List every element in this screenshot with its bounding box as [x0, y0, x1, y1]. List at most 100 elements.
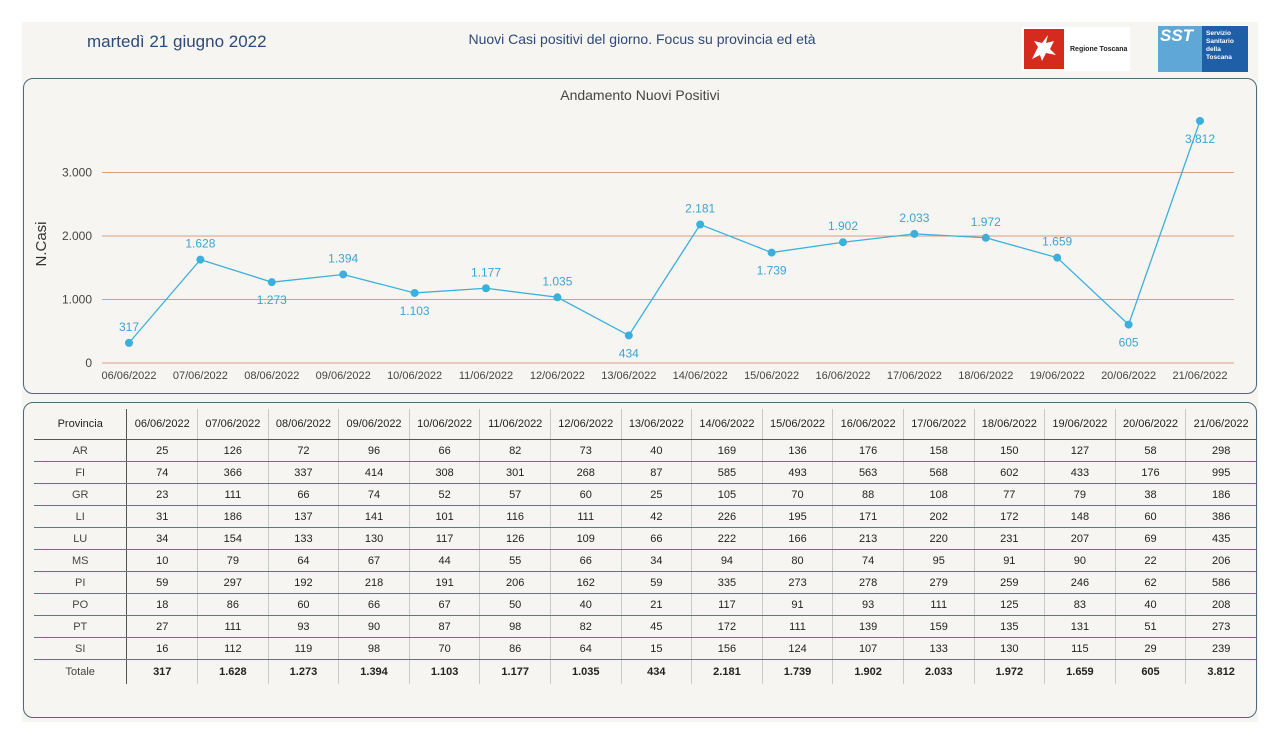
data-label: 1.103 [400, 304, 430, 318]
table-cell: 60 [1114, 505, 1186, 528]
column-header: 15/06/2022 [761, 409, 833, 440]
table-cell: 93 [267, 615, 339, 638]
table-cell: 1.035 [549, 659, 622, 684]
table-cell: 493 [761, 461, 833, 484]
x-tick-label: 10/06/2022 [387, 370, 442, 382]
x-tick-label: 20/06/2022 [1101, 370, 1156, 382]
x-tick-label: 13/06/2022 [601, 370, 656, 382]
table-cell: 105 [691, 483, 763, 506]
table-cell: 88 [832, 483, 904, 506]
table-cell: 171 [832, 505, 904, 528]
table-cell: 52 [408, 483, 480, 506]
table-cell: 191 [408, 571, 480, 594]
table-cell: 162 [549, 571, 622, 594]
table-cell: 27 [126, 615, 198, 638]
table-cell: 136 [761, 439, 833, 462]
table-cell: 297 [197, 571, 269, 594]
table-cell: 158 [902, 439, 975, 462]
table-cell: 133 [267, 527, 339, 550]
table-cell: 77 [973, 483, 1045, 506]
table-cell: 207 [1044, 527, 1116, 550]
data-point [125, 338, 133, 347]
table-cell: 172 [973, 505, 1045, 528]
table-cell: 91 [973, 549, 1045, 572]
table-cell: 31 [126, 505, 198, 528]
table-cell: 34 [126, 527, 198, 550]
table-cell: 25 [126, 439, 198, 462]
table-cell: 83 [1044, 593, 1116, 616]
table-cell: 995 [1185, 461, 1256, 484]
row-label: LU [34, 527, 127, 550]
table-cell: 67 [408, 593, 480, 616]
table-cell: 117 [408, 527, 480, 550]
data-point [1196, 116, 1204, 125]
row-label: Totale [65, 666, 95, 678]
table-cell: 79 [1044, 483, 1116, 506]
table-cell: 150 [973, 439, 1045, 462]
table-cell: 273 [1185, 615, 1256, 638]
table-cell: 66 [408, 439, 480, 462]
table-cell: 586 [1185, 571, 1256, 594]
data-point [624, 331, 633, 340]
dashboard-page: martedì 21 giugno 2022 Nuovi Casi positi… [22, 22, 1258, 722]
table-row: GR 23 111 66 74 52 57 60 25 105 70 88 108 77 79 38 186 [34, 483, 1256, 506]
table-cell: 563 [832, 461, 904, 484]
chart-panel: Andamento Nuovi Positivi N.Casi 0 1.000 2.00… [23, 78, 1257, 394]
x-tick-label: 15/06/2022 [744, 370, 799, 382]
data-label: 1.035 [542, 274, 572, 288]
data-point [767, 248, 776, 257]
table-cell: 116 [479, 505, 551, 528]
table-cell: 70 [408, 637, 480, 660]
table-cell: 80 [761, 549, 833, 572]
table-cell: 93 [832, 593, 904, 616]
table-cell: 1.394 [338, 659, 410, 684]
column-header: 17/06/2022 [902, 409, 975, 440]
table-cell: 95 [902, 549, 975, 572]
column-header: 20/06/2022 [1114, 409, 1186, 440]
table-cell: 154 [197, 527, 269, 550]
table-cell: 109 [549, 527, 622, 550]
column-header: 13/06/2022 [620, 409, 692, 440]
table-cell: 218 [338, 571, 410, 594]
data-label: 1.902 [828, 219, 858, 233]
table-cell: 434 [620, 659, 692, 684]
table-cell: 66 [549, 549, 622, 572]
table-cell: 1.972 [973, 659, 1045, 684]
table-cell: 111 [197, 615, 269, 638]
table-cell: 69 [1114, 527, 1186, 550]
table-cell: 1.739 [761, 659, 833, 684]
table-row: MS 10 79 64 67 44 55 66 34 94 80 74 95 91 90 22 206 [34, 549, 1256, 572]
table-cell: 126 [479, 527, 551, 550]
y-tick-label: 3.000 [62, 166, 92, 180]
table-cell: 202 [902, 505, 975, 528]
table-cell: 1.103 [408, 659, 480, 684]
table-cell: 433 [1044, 461, 1116, 484]
table-cell: 42 [620, 505, 692, 528]
x-tick-label: 21/06/2022 [1172, 370, 1227, 382]
data-label: 434 [619, 346, 639, 360]
table-cell: 213 [832, 527, 904, 550]
data-point [1053, 253, 1062, 262]
column-header: 19/06/2022 [1044, 409, 1116, 440]
table-cell: 51 [1114, 615, 1186, 638]
table-cell: 148 [1044, 505, 1116, 528]
table-cell: 96 [338, 439, 410, 462]
table-cell: 86 [197, 593, 269, 616]
table-cell: 86 [479, 637, 551, 660]
page-subtitle: Nuovi Casi positivi del giorno. Focus su… [468, 31, 816, 47]
data-label: 3.812 [1185, 132, 1215, 146]
table-cell: 1.177 [479, 659, 551, 684]
table-cell: 59 [620, 571, 692, 594]
table-header-row: Provincia 06/06/2022 07/06/2022 08/06/2022 0… [34, 409, 1256, 440]
table-cell: 57 [479, 483, 551, 506]
table-cell: 317 [126, 659, 198, 684]
table-cell: 64 [267, 549, 339, 572]
table-cell: 308 [408, 461, 480, 484]
table-cell: 231 [973, 527, 1045, 550]
row-label: AR [34, 439, 127, 462]
table-row: LI 31 186 137 141 101 116 111 42 226 195 171 202 172 1… [34, 505, 1256, 528]
column-header: 16/06/2022 [832, 409, 904, 440]
table-cell: 16 [126, 637, 198, 660]
table-cell: 169 [691, 439, 763, 462]
total-row: Totale 317 1.628 1.273 1.394 1.103 1.177 1.035 4… [34, 659, 1256, 684]
